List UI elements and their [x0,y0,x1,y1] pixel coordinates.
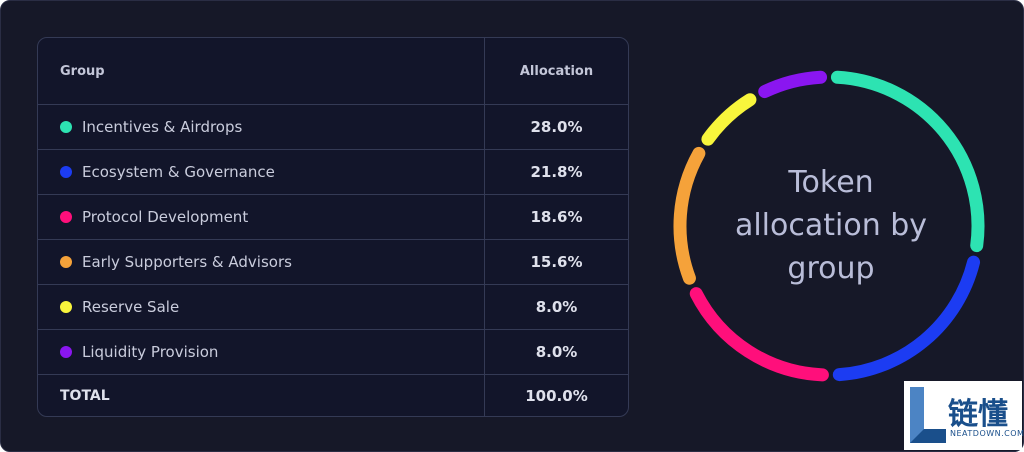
ring-slice-5 [758,70,828,99]
chart-title: Token allocation by group [734,165,928,286]
ring-slice-3 [673,146,706,285]
ring-slice-4 [701,93,757,146]
neatdown-logo: 链懂 NEATDOWN.COM [904,381,1024,450]
table-row: Liquidity Provision 8.0% [38,329,628,374]
table-total-row: TOTAL 100.0% [38,374,628,416]
ring-slice-0 [830,70,985,253]
allocation-value: 15.6% [530,253,583,271]
table-row: Reserve Sale 8.0% [38,284,628,329]
group-label: Incentives & Airdrops [82,118,243,136]
table-row: Protocol Development 18.6% [38,194,628,239]
table-header-row: Group Allocation [38,38,628,104]
logo-en-text: NEATDOWN.COM [950,429,1024,438]
group-label: Early Supporters & Advisors [82,253,292,271]
logo-cn-text: 链懂 [948,397,1008,432]
table-row: Ecosystem & Governance 21.8% [38,149,628,194]
series-color-dot [60,301,72,313]
ring-slice-2 [689,287,829,382]
group-label: Reserve Sale [82,298,180,316]
total-label: TOTAL [60,387,110,404]
header-allocation: Allocation [519,63,594,79]
series-color-dot [60,121,72,133]
allocation-table: Group Allocation Incentives & Airdrops 2… [37,37,629,417]
allocation-value: 18.6% [530,208,583,226]
allocation-value: 8.0% [535,298,578,316]
allocation-value: 21.8% [530,163,583,181]
logo-mark-icon [910,387,946,443]
series-color-dot [60,166,72,178]
series-color-dot [60,256,72,268]
table-row: Incentives & Airdrops 28.0% [38,104,628,149]
group-label: Ecosystem & Governance [82,163,275,181]
ring-slice-1 [832,255,981,382]
allocation-ring-chart [673,70,985,382]
group-label: Liquidity Provision [82,343,219,361]
series-color-dot [60,346,72,358]
table-row: Early Supporters & Advisors 15.6% [38,239,628,284]
series-color-dot [60,211,72,223]
allocation-value: 8.0% [535,343,578,361]
total-value: 100.0% [525,386,588,405]
group-label: Protocol Development [82,208,249,226]
column-divider [484,38,485,416]
allocation-value: 28.0% [530,118,583,136]
header-group: Group [60,63,105,79]
